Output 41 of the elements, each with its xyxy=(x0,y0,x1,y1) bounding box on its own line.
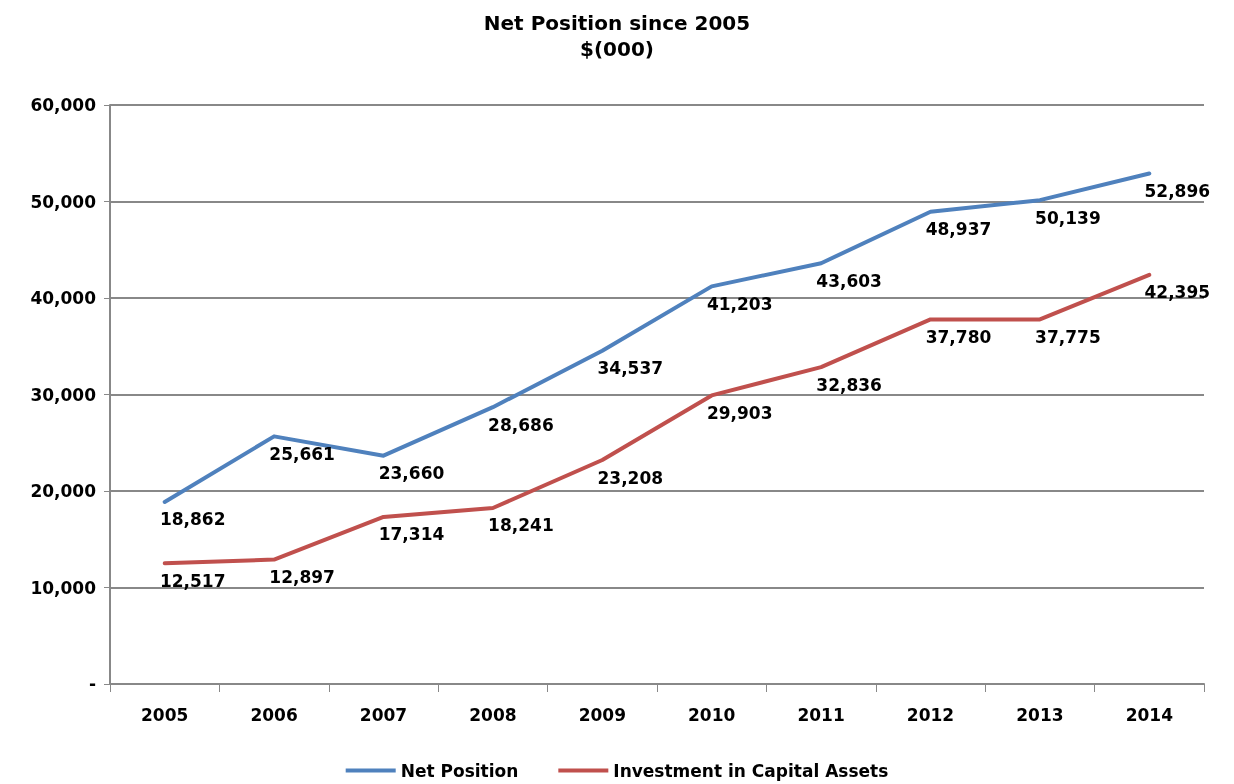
y-tick-label: 40,000 xyxy=(30,288,97,308)
data-label: 48,937 xyxy=(925,219,992,240)
data-label: 23,660 xyxy=(378,463,445,484)
data-label: 52,896 xyxy=(1144,181,1211,202)
data-label: 12,517 xyxy=(159,570,226,591)
data-label: 23,208 xyxy=(597,467,664,488)
x-tick-label: 2011 xyxy=(797,704,845,725)
data-label: 34,537 xyxy=(597,358,664,379)
x-tick-label: 2009 xyxy=(578,704,626,725)
data-label: 42,395 xyxy=(1144,282,1211,303)
x-tick-label: 2007 xyxy=(359,704,408,725)
y-tick-label: 50,000 xyxy=(30,191,97,212)
y-tick-label: 10,000 xyxy=(30,577,97,598)
y-tick-label: 60,000 xyxy=(30,95,97,115)
chart-title: Net Position since 2005 xyxy=(483,11,751,35)
data-label: 17,314 xyxy=(378,524,445,545)
legend-label: Investment in Capital Assets xyxy=(613,760,889,781)
y-tick-label: - xyxy=(88,674,96,694)
data-label: 37,780 xyxy=(925,326,992,347)
data-label: 50,139 xyxy=(1035,207,1101,228)
y-tick-label: 30,000 xyxy=(30,384,97,405)
legend-label: Net Position xyxy=(400,760,519,781)
x-tick-label: 2013 xyxy=(1016,704,1064,725)
data-label: 12,897 xyxy=(269,567,335,588)
data-label: 41,203 xyxy=(706,293,773,314)
x-tick-label: 2012 xyxy=(906,704,955,725)
chart-subtitle: $(000) xyxy=(580,37,654,61)
data-label: 43,603 xyxy=(816,270,882,291)
data-label: 18,241 xyxy=(488,515,554,536)
data-label: 32,836 xyxy=(816,374,882,395)
x-tick-label: 2008 xyxy=(469,704,517,725)
data-label: 29,903 xyxy=(706,402,773,423)
data-label: 18,862 xyxy=(159,509,226,530)
x-tick-label: 2010 xyxy=(688,704,736,725)
data-label: 25,661 xyxy=(269,443,335,464)
x-tick-label: 2006 xyxy=(250,704,298,725)
x-tick-label: 2005 xyxy=(141,704,189,725)
data-label: 37,775 xyxy=(1035,326,1101,347)
y-tick-label: 20,000 xyxy=(30,481,97,501)
data-label: 28,686 xyxy=(488,414,554,435)
x-tick-label: 2014 xyxy=(1125,704,1174,725)
